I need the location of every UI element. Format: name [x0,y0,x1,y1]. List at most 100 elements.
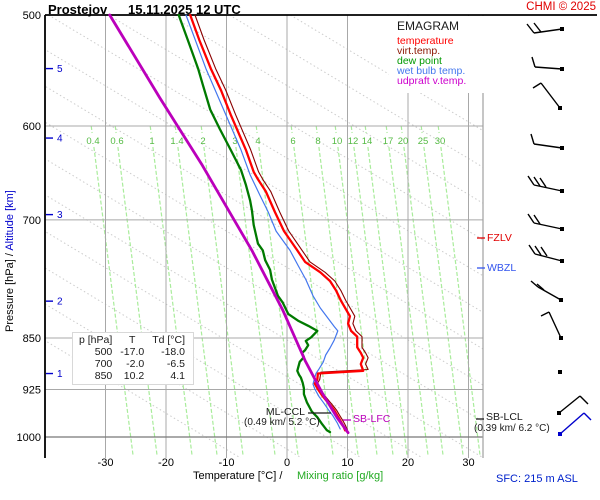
dry-adiabat-line [229,15,483,168]
mixing-ratio-line [364,125,367,134]
x-tick-label: -10 [219,457,235,469]
wind-barb-stroke [533,214,541,225]
wind-barb [526,22,564,34]
x-tick-label: -30 [98,457,114,469]
table-header-cell: Td [°C] [152,334,186,346]
table-cell: 4.1 [170,370,186,382]
mixing-ratio-line [90,125,93,134]
mixing-ratio-label: 0.4 [86,136,99,147]
wind-barb-stroke [533,28,563,34]
legend-item-virt-temp: virt.temp. [397,45,441,57]
wind-barb [528,244,564,263]
table-row: 700 -2.0 -6.5 [75,358,189,370]
mixing-ratio-label: 20 [398,136,409,147]
table-cell: -17.0 [120,346,145,358]
wind-barb-stroke [548,311,562,339]
dry-adiabat-line [45,85,483,350]
mixing-ratio-label: 0.6 [110,136,123,147]
x-tick-label: 20 [402,457,414,469]
wind-barb-stroke [537,286,562,301]
wind-barb-stroke [527,213,535,224]
table-cell: -18.0 [161,346,186,358]
table-header-cell: T [129,334,136,346]
wind-barb-stroke [579,395,589,405]
mixing-ratio-line [315,125,318,134]
y-axis-title-altitude: Altitude [km] [4,190,16,251]
mixing-ratio-label: 25 [418,136,429,147]
legend-box [389,16,502,93]
wind-barb [527,175,564,193]
legend-item-udpraft-v-temp: udpraft v.temp. [397,75,467,87]
pressure-tick-label: 1000 [17,432,41,444]
wind-barb-stroke [533,176,541,187]
mixing-ratio-label: 1 [149,136,154,147]
pressure-tick-label: 700 [23,215,41,227]
mixing-ratio-label: 12 [348,136,359,147]
wind-barb-stroke [528,244,536,255]
pressure-tick-label: 500 [23,10,41,22]
x-axis-title-temperature: Temperature [°C] / [193,470,283,482]
dry-adiabat-line [45,194,483,458]
table-cell: -2.0 [126,358,145,370]
curve-dew-point [177,13,332,434]
mixing-ratio-line [337,146,378,456]
wind-barb-stroke [540,82,561,109]
table-header-row: p [hPa] T Td [°C] [75,334,189,346]
altitude-tick-label: 1 [57,369,63,380]
mixing-ratio-label: 4 [255,136,260,147]
pressure-tick-label: 925 [23,385,41,397]
wind-barb-stroke [534,253,563,262]
x-tick-label: 30 [462,457,474,469]
mixing-ratio-line [177,146,218,456]
mixing-ratio-label: 8 [315,136,320,147]
dry-adiabat-line [45,158,483,423]
mixing-ratio-label: 1.4 [170,136,183,147]
sounding-datetime: 15.11.2025 12 UTC [128,2,241,17]
wind-barb-stroke [533,184,563,192]
wind-barb-station-dot [558,370,562,374]
mixing-ratio-line [290,125,293,134]
legend-item-temperature: temperature [397,35,454,47]
wind-barb [530,280,563,302]
mixing-ratio-line [174,125,177,134]
altitude-tick-label: 5 [57,64,63,75]
mixing-ratio-line [334,125,337,134]
pressure-tick-label: 600 [23,121,41,133]
sb-lcl-detail: (0.39 km/ 6.2 °C) [474,423,550,434]
table-row: 850 10.2 4.1 [75,370,189,382]
mixing-ratio-label: 30 [435,136,446,147]
wind-barb-stroke [534,245,542,256]
freezing-level-label: FZLV [487,232,512,244]
mixing-ratio-line [235,146,276,456]
dry-adiabat-line [108,15,483,241]
y-axis-title-pressure: Pressure [hPa] / [4,250,16,332]
surface-elevation-label: SFC: 215 m ASL [496,473,578,485]
wind-barb-stroke [530,133,535,145]
mixing-ratio-line [117,146,158,456]
copyright-label: CHMI © 2025 [526,1,596,13]
altitude-tick-label: 4 [57,134,63,145]
sb-lcl-label: SB-LCL [486,411,523,423]
mixing-ratio-line [353,146,394,456]
mixing-ratio-label: 3 [232,136,237,147]
wind-barb-stroke [533,222,563,230]
wind-barb-stroke [559,412,585,435]
wet-bulb-zero-label: WBZL [487,262,517,274]
mixing-ratio-label: 17 [383,136,394,147]
mixing-ratio-line [232,125,235,134]
mixing-ratio-line [258,146,299,456]
mixing-ratio-line [93,146,134,456]
curve-udpraft-v-temp [108,13,350,435]
mixing-ratio-line [388,146,429,456]
mixing-ratio-line [200,125,203,134]
legend-item-dew-point: dew point [397,55,442,67]
wind-barb-stroke [540,246,548,257]
curve-temperature [189,13,365,432]
x-tick-label: 0 [284,457,290,469]
mixing-ratio-label: 10 [332,136,343,147]
wind-barb [558,370,562,374]
ml-ccl-detail: (0.49 km/ 5.2 °C) [244,417,320,428]
wind-barb-stroke [531,56,536,68]
wind-barb [527,213,564,231]
pressure-tick-label: 850 [23,333,41,345]
